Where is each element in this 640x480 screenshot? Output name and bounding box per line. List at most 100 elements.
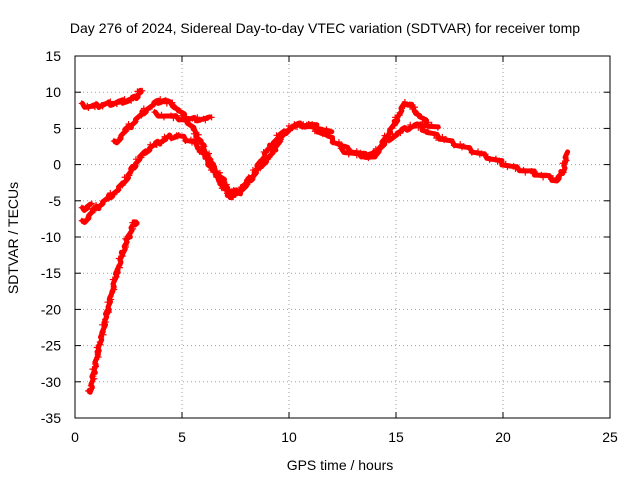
- data-point: [379, 143, 386, 150]
- data-point: [146, 146, 153, 153]
- data-point: [90, 373, 97, 380]
- chart-title: Day 276 of 2024, Sidereal Day-to-day VTE…: [70, 20, 580, 36]
- data-point: [230, 194, 237, 201]
- data-point: [125, 121, 132, 128]
- data-point: [88, 200, 95, 207]
- data-point: [162, 97, 169, 104]
- data-point: [260, 155, 267, 162]
- x-tick-label: 20: [495, 429, 511, 445]
- data-point: [425, 119, 432, 126]
- data-point: [109, 276, 116, 283]
- y-tick-label: -5: [49, 193, 62, 209]
- data-point: [407, 121, 414, 128]
- data-point: [363, 153, 370, 160]
- data-point: [126, 170, 133, 177]
- data-point: [91, 104, 98, 111]
- y-tick-label: 10: [45, 84, 61, 100]
- data-point: [431, 131, 438, 138]
- data-point: [160, 114, 167, 121]
- x-tick-label: 10: [281, 429, 297, 445]
- data-point: [93, 344, 100, 351]
- series-arc-short-plateau: [151, 109, 215, 125]
- data-point: [139, 111, 146, 118]
- x-axis-title: GPS time / hours: [287, 457, 394, 473]
- data-point: [145, 147, 152, 154]
- series-arc-lower-broad: [78, 120, 335, 225]
- data-point: [249, 167, 256, 174]
- data-point: [196, 148, 203, 155]
- data-point: [151, 109, 158, 116]
- series-arc-steep-rise: [85, 219, 140, 395]
- data-point: [327, 128, 333, 135]
- data-point: [160, 137, 167, 144]
- data-point: [98, 201, 105, 208]
- data-point: [181, 135, 188, 142]
- data-point: [212, 167, 219, 174]
- data-point: [175, 132, 182, 139]
- data-point: [169, 99, 176, 106]
- data-point: [329, 139, 336, 146]
- data-point: [138, 112, 145, 119]
- data-point: [496, 157, 503, 164]
- data-point: [299, 123, 306, 130]
- data-point: [98, 102, 105, 109]
- x-tick-label: 0: [71, 429, 79, 445]
- data-point: [112, 271, 119, 278]
- data-point: [315, 124, 322, 131]
- data-point: [126, 232, 133, 239]
- data-point: [97, 341, 104, 348]
- data-point: [121, 96, 128, 103]
- plot-frame: [74, 55, 611, 419]
- data-point: [105, 309, 112, 316]
- data-point: [397, 130, 404, 137]
- data-point: [131, 119, 138, 126]
- data-point: [371, 151, 378, 158]
- data-point: [92, 361, 99, 368]
- data-point: [317, 127, 324, 134]
- data-point: [78, 100, 85, 107]
- data-point: [117, 134, 124, 141]
- data-point: [106, 195, 113, 202]
- data-point: [122, 235, 129, 242]
- data-point: [392, 114, 399, 121]
- data-point: [139, 152, 146, 159]
- data-point: [194, 114, 201, 121]
- data-point: [486, 156, 493, 163]
- data-point: [99, 200, 106, 207]
- data-point: [510, 162, 517, 169]
- data-point: [560, 167, 567, 174]
- data-point: [381, 132, 388, 139]
- data-point: [127, 96, 134, 103]
- data-point: [105, 195, 112, 202]
- data-point: [378, 144, 385, 151]
- data-point: [163, 100, 170, 107]
- x-tick-label: 25: [602, 429, 618, 445]
- data-point: [237, 184, 244, 191]
- data-point: [128, 97, 135, 104]
- data-point: [113, 101, 120, 108]
- data-point: [85, 104, 92, 111]
- data-point: [343, 148, 350, 155]
- data-point: [415, 124, 422, 131]
- data-point: [83, 204, 90, 211]
- data-point: [190, 130, 197, 137]
- data-point: [549, 175, 556, 182]
- data-point: [96, 338, 103, 345]
- data-point: [100, 331, 107, 338]
- y-tick-label: -35: [41, 410, 61, 426]
- data-point: [140, 105, 147, 112]
- data-point: [218, 179, 225, 186]
- data-point: [540, 174, 547, 181]
- data-point: [504, 164, 511, 171]
- data-point: [112, 189, 119, 196]
- data-point: [273, 132, 280, 139]
- data-point: [387, 136, 394, 143]
- data-point: [255, 163, 262, 170]
- data-point: [110, 138, 117, 145]
- data-point: [327, 135, 334, 142]
- data-point: [85, 214, 92, 221]
- data-point: [281, 130, 288, 137]
- data-point: [272, 146, 279, 153]
